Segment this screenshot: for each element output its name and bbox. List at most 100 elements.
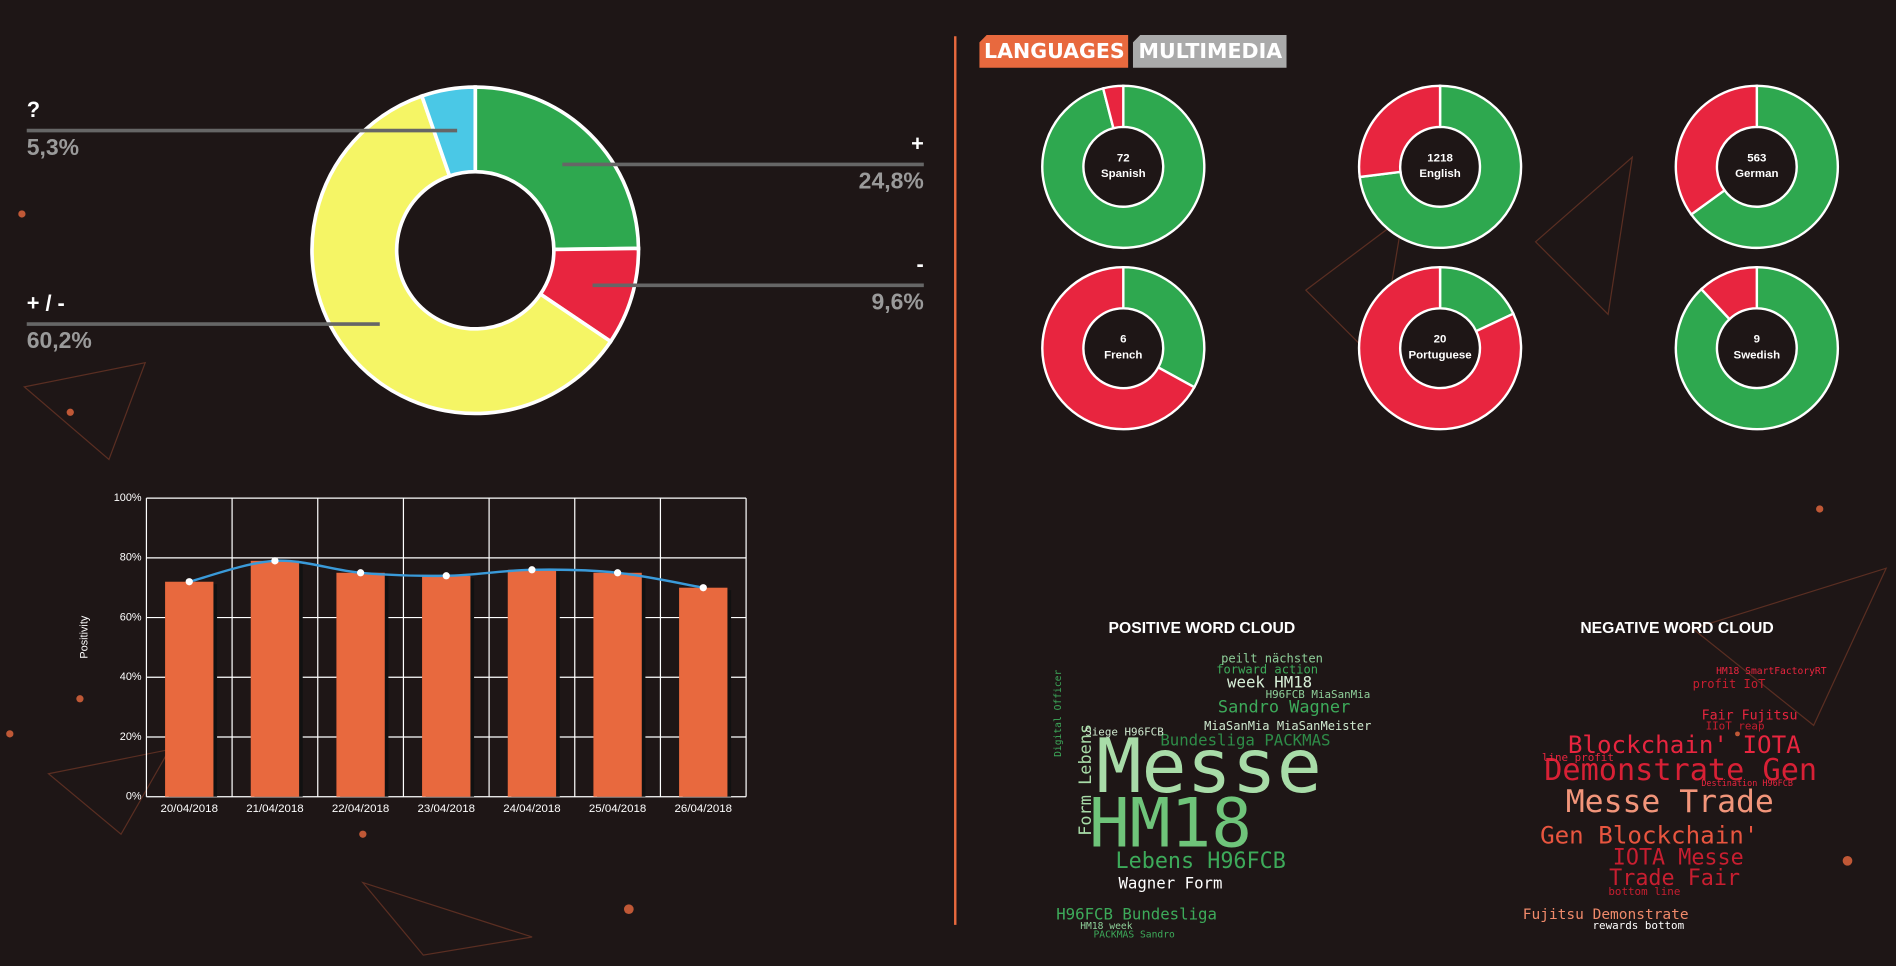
tab[interactable]	[1132, 35, 1287, 68]
language-count: 1218	[1427, 152, 1453, 164]
trend-point	[356, 569, 365, 577]
language-name: German	[1735, 168, 1778, 180]
donut-slice	[1674, 265, 1840, 431]
bar	[679, 587, 728, 797]
language-count: 9	[1754, 334, 1760, 346]
sentiment-value: 5,3%	[27, 134, 79, 160]
x-tick-label: 22/04/2018	[332, 803, 389, 815]
cloud-word: MiaSanMia MiaSanMeister	[1204, 719, 1371, 733]
donut-slice	[1101, 84, 1125, 130]
language-name: Spanish	[1101, 168, 1146, 180]
y-tick-label: 20%	[120, 731, 142, 743]
tab[interactable]	[979, 35, 1129, 68]
sentiment-category: + / -	[27, 290, 65, 315]
language-count: 563	[1747, 152, 1766, 164]
cloud-word: Sandro Wagner	[1218, 696, 1350, 716]
donut-slice	[1122, 265, 1206, 389]
word-cloud-title: NEGATIVE WORD CLOUD	[1580, 620, 1773, 637]
sentiment-value: 9,6%	[871, 289, 923, 315]
language-count: 20	[1434, 334, 1447, 346]
bar	[422, 575, 471, 797]
bar	[250, 560, 300, 797]
trend-point	[528, 566, 536, 574]
cloud-word: IOTA Messe	[1613, 845, 1744, 870]
cloud-word: Siege H96FCB	[1085, 726, 1164, 739]
word-cloud-title: POSITIVE WORD CLOUD	[1109, 620, 1296, 637]
cloud-word: Digital Officer	[1053, 670, 1064, 757]
cloud-word: profit IoT	[1693, 677, 1766, 691]
y-tick-label: 40%	[120, 671, 142, 683]
tab-label[interactable]: MULTIMEDIA	[1139, 39, 1283, 63]
cloud-word: bottom line	[1608, 885, 1680, 898]
x-tick-label: 26/04/2018	[675, 803, 732, 815]
cloud-word: Bundesliga PACKMAS	[1160, 731, 1330, 750]
cloud-word: Wagner Form	[1118, 873, 1222, 892]
cloud-word: line profit	[1542, 751, 1614, 764]
tab-bar: LANGUAGES MULTIMEDIA	[979, 35, 1287, 68]
language-count: 6	[1120, 334, 1126, 346]
cloud-word: PACKMAS Sandro	[1093, 930, 1175, 941]
cloud-word: forward action	[1216, 662, 1318, 676]
language-name: English	[1419, 168, 1460, 180]
y-axis-label: Positivity	[79, 615, 91, 658]
y-tick-label: 100%	[114, 492, 142, 504]
bar	[593, 572, 642, 797]
x-tick-label: 23/04/2018	[418, 803, 475, 815]
x-tick-label: 20/04/2018	[161, 803, 218, 815]
donut-slice	[310, 93, 614, 416]
cloud-word: week HM18	[1227, 673, 1312, 692]
sentiment-category: -	[917, 252, 924, 277]
sentiment-value: 60,2%	[27, 327, 92, 353]
sentiment-category: ?	[27, 97, 40, 122]
trend-point	[271, 557, 279, 565]
donut-slice	[1689, 84, 1840, 250]
trend-point	[185, 578, 193, 586]
cloud-word: Demonstrate Gen	[1544, 753, 1817, 788]
bar	[507, 569, 557, 797]
donut-slice	[1358, 84, 1523, 250]
background-decoration	[6, 210, 1853, 915]
cloud-word: Trade Fair	[1609, 866, 1740, 891]
language-name: Portuguese	[1409, 349, 1472, 361]
cloud-word: Fair Fujitsu	[1702, 709, 1798, 724]
cloud-word: Messe	[1096, 722, 1322, 810]
cloud-word: rewards bottom	[1593, 919, 1685, 932]
donut-slice	[1699, 265, 1759, 321]
donut-slice	[1357, 84, 1442, 179]
donut-slice	[473, 85, 641, 252]
x-tick-label: 25/04/2018	[589, 803, 646, 815]
y-tick-label: 80%	[120, 552, 142, 564]
y-tick-label: 0%	[126, 791, 142, 803]
cloud-word: Fujitsu Demonstrate	[1523, 907, 1689, 923]
trend-point	[613, 569, 622, 577]
cloud-word: Blockchain' IOTA	[1568, 731, 1801, 759]
cloud-word: Form Lebens	[1075, 724, 1095, 836]
sentiment-value: 24,8%	[859, 168, 924, 194]
cloud-word: IIoT reap	[1706, 720, 1765, 733]
x-tick-label: 24/04/2018	[503, 803, 560, 815]
cloud-word: H96FCB MiaSanMia	[1266, 688, 1371, 701]
language-name: French	[1104, 349, 1142, 361]
language-name: Swedish	[1734, 349, 1781, 361]
y-tick-label: 60%	[120, 611, 142, 623]
bar	[336, 572, 385, 797]
cloud-word: HM18	[1089, 784, 1252, 863]
bar	[165, 581, 214, 797]
tab-label[interactable]: LANGUAGES	[984, 39, 1125, 63]
cloud-word: H96FCB Bundesliga	[1056, 905, 1217, 924]
donut-slice	[1357, 265, 1523, 431]
cloud-word: Destination H96FCB	[1701, 778, 1793, 788]
sentiment-category: +	[911, 131, 924, 156]
donut-slice	[1674, 84, 1759, 217]
trend-point	[442, 572, 450, 580]
cloud-word: HM18 week	[1080, 921, 1133, 932]
donut-slice	[1041, 265, 1196, 431]
language-count: 72	[1117, 152, 1130, 164]
x-tick-label: 21/04/2018	[246, 803, 303, 815]
cloud-word: HM18 SmartFactoryRT	[1716, 666, 1827, 677]
cloud-word: Gen Blockchain'	[1540, 822, 1758, 850]
cloud-word: peilt nächsten	[1221, 651, 1323, 665]
trend-point	[699, 584, 707, 592]
